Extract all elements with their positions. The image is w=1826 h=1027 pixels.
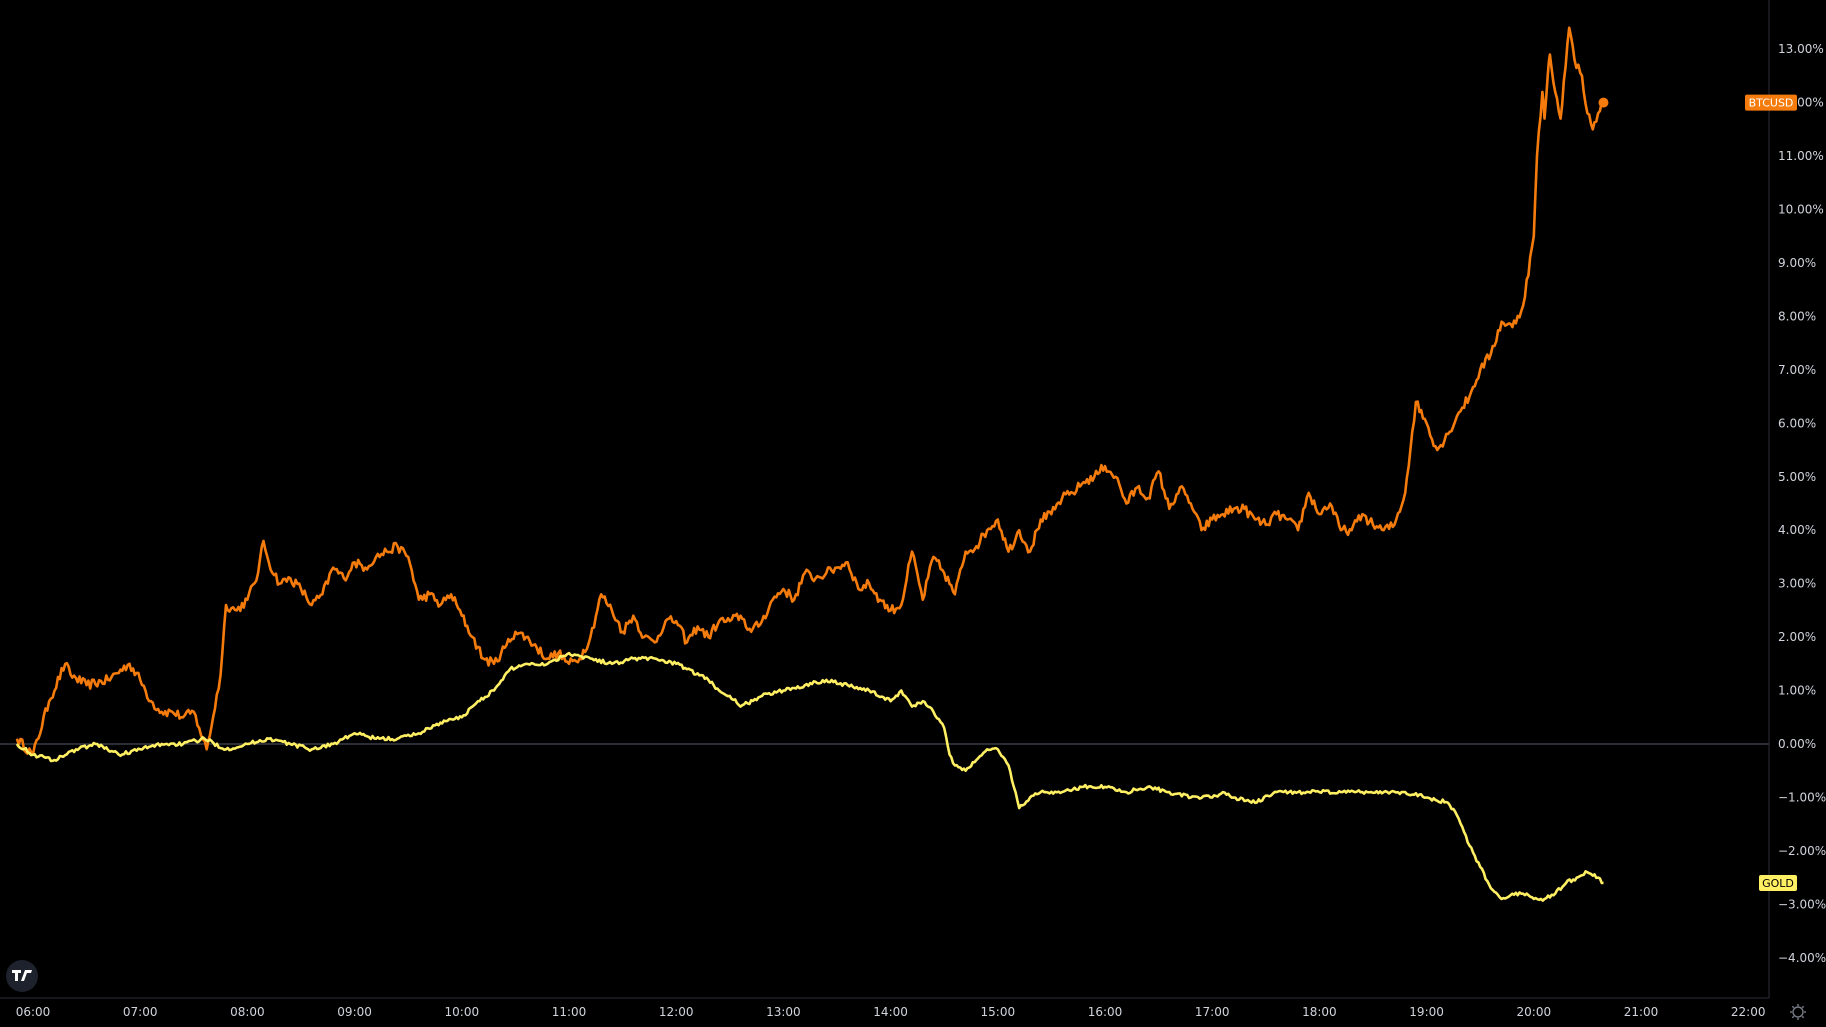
y-tick-label: 1.00% bbox=[1778, 684, 1816, 698]
x-tick-label: 07:00 bbox=[123, 1005, 158, 1019]
y-tick-label: 0.00% bbox=[1778, 737, 1816, 751]
y-tick-label: 2.00% bbox=[1778, 630, 1816, 644]
y-tick-label: −3.00% bbox=[1778, 897, 1826, 911]
y-tick-label: −2.00% bbox=[1778, 844, 1826, 858]
y-tick-label: 8.00% bbox=[1778, 309, 1816, 323]
x-tick-label: 22:00 bbox=[1731, 1005, 1766, 1019]
series-badge-label: GOLD bbox=[1762, 877, 1794, 890]
series-layer bbox=[15, 26, 1609, 902]
y-tick-label: 5.00% bbox=[1778, 470, 1816, 484]
tradingview-logo[interactable] bbox=[6, 960, 38, 992]
y-tick-label: 10.00% bbox=[1778, 203, 1824, 217]
plot-area[interactable] bbox=[0, 26, 1769, 902]
logo-circle bbox=[6, 960, 38, 992]
x-tick-label: 13:00 bbox=[766, 1005, 801, 1019]
x-tick-label: 10:00 bbox=[445, 1005, 480, 1019]
x-tick-label: 18:00 bbox=[1302, 1005, 1337, 1019]
x-tick-label: 08:00 bbox=[230, 1005, 265, 1019]
series-end-dot-btcusd bbox=[1598, 97, 1609, 108]
y-tick-label: 4.00% bbox=[1778, 523, 1816, 537]
series-badge-gold: GOLD bbox=[1759, 874, 1797, 891]
logo-glyph bbox=[12, 970, 32, 981]
x-tick-label: 17:00 bbox=[1195, 1005, 1230, 1019]
settings-gear-icon[interactable] bbox=[1790, 1004, 1806, 1020]
y-tick-label: 6.00% bbox=[1778, 416, 1816, 430]
x-tick-label: 16:00 bbox=[1088, 1005, 1123, 1019]
price-axis[interactable]: 13.00%12.00%11.00%10.00%9.00%8.00%7.00%6… bbox=[1778, 42, 1826, 965]
y-tick-label: 13.00% bbox=[1778, 42, 1824, 56]
series-badge-btcusd: BTCUSD bbox=[1745, 94, 1797, 111]
y-tick-label: 7.00% bbox=[1778, 363, 1816, 377]
series-badge-bg bbox=[1759, 874, 1797, 891]
series-line-gold[interactable] bbox=[15, 651, 1604, 902]
series-badges: BTCUSD GOLD bbox=[1745, 94, 1797, 891]
y-tick-label: −4.00% bbox=[1778, 951, 1826, 965]
x-tick-label: 15:00 bbox=[981, 1005, 1016, 1019]
y-tick-label: 11.00% bbox=[1778, 149, 1824, 163]
y-tick-label: 3.00% bbox=[1778, 577, 1816, 591]
x-tick-label: 09:00 bbox=[337, 1005, 372, 1019]
x-tick-label: 06:00 bbox=[16, 1005, 51, 1019]
series-badge-bg bbox=[1745, 94, 1797, 111]
x-tick-label: 19:00 bbox=[1409, 1005, 1444, 1019]
y-tick-label: 9.00% bbox=[1778, 256, 1816, 270]
x-tick-label: 11:00 bbox=[552, 1005, 587, 1019]
x-tick-label: 21:00 bbox=[1624, 1005, 1659, 1019]
x-tick-label: 14:00 bbox=[873, 1005, 908, 1019]
y-tick-label: −1.00% bbox=[1778, 790, 1826, 804]
series-badge-label: BTCUSD bbox=[1749, 97, 1794, 110]
time-axis[interactable]: 06:00 07:00 08:00 09:00 10:00 11:00 12:00 13:00… bbox=[16, 1005, 1766, 1019]
x-tick-label: 20:00 bbox=[1517, 1005, 1552, 1019]
series-line-btcusd[interactable] bbox=[15, 26, 1604, 756]
x-tick-label: 12:00 bbox=[659, 1005, 694, 1019]
